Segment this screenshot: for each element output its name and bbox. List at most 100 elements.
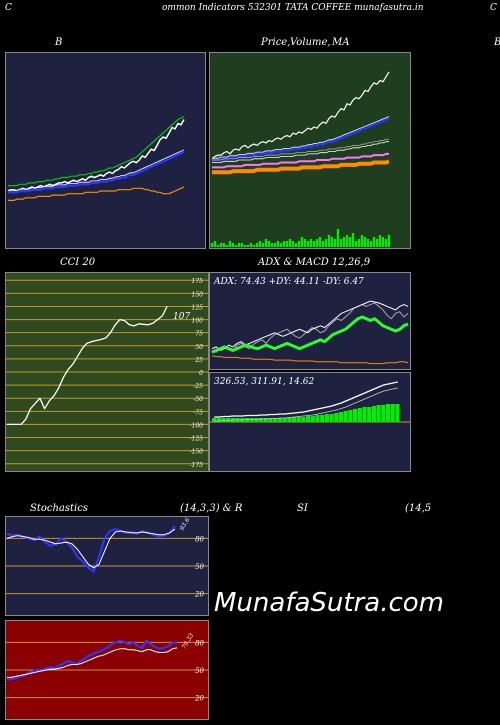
- rsi-label: SI: [297, 503, 308, 514]
- price-volume-chart: [209, 52, 411, 249]
- volume-bar: [279, 243, 283, 247]
- volume-bar: [240, 243, 244, 247]
- volume-bar: [234, 245, 238, 247]
- volume-bar: [243, 245, 247, 247]
- volume-bar: [210, 243, 214, 247]
- cci-tick-label: 150: [192, 291, 204, 298]
- volume-bar: [291, 241, 295, 247]
- macd-histogram-bar: [385, 404, 391, 422]
- volume-bar: [315, 239, 319, 247]
- volume-bar: [282, 241, 286, 247]
- cci-line: [7, 306, 168, 426]
- volume-bar: [261, 243, 265, 247]
- price-background: [209, 52, 411, 249]
- rsi-label-params: (14,5: [405, 503, 432, 514]
- volume-bar: [264, 239, 268, 247]
- volume-bar: [267, 241, 271, 247]
- price-ma_very_long-line: [212, 159, 390, 175]
- volume-bar: [237, 243, 241, 247]
- price-ma_medium-line: [212, 141, 389, 163]
- macd-histogram-bar: [395, 404, 400, 422]
- volume-bar: [252, 245, 256, 247]
- volume-bar: [249, 243, 253, 247]
- macd-histogram-bar: [249, 418, 254, 422]
- volume-bar: [258, 241, 262, 247]
- macd-histogram-bar: [287, 417, 292, 422]
- macd-histogram-bar: [371, 406, 376, 422]
- price-label-1: Price,: [261, 37, 291, 48]
- volume-bar: [321, 241, 325, 247]
- price-ma-medium-upper-line: [212, 138, 389, 161]
- price-ma_long-line: [212, 152, 389, 169]
- macd-histogram-bar: [348, 410, 353, 422]
- macd-signal-line: [214, 387, 398, 422]
- rsi-tick-label: 20: [194, 695, 204, 703]
- volume-bar: [300, 237, 304, 247]
- volume-bar: [366, 239, 370, 247]
- stoch-label: Stochastics: [30, 503, 88, 514]
- volume-bar: [306, 241, 310, 247]
- volume-bar: [276, 241, 280, 247]
- stochastics-d_white-line: [6, 528, 176, 569]
- macd-histogram-bar: [315, 415, 320, 422]
- price-label-2: Volume,: [290, 37, 331, 48]
- macd-histogram-bar: [226, 418, 231, 422]
- header-title: ommon Indicators 532301 TATA COFFEE muna…: [162, 3, 424, 13]
- volume-bar: [387, 235, 391, 247]
- volume-bar: [357, 239, 361, 247]
- bollinger-price-line: [7, 119, 185, 192]
- volume-bar: [363, 237, 367, 247]
- price-label-4: B: [494, 37, 500, 48]
- adx-readout: ADX: 74.43 +DY: 44.11 -DY: 6.47: [214, 277, 364, 287]
- cci-tick-label: 125: [192, 304, 204, 311]
- volume-bar: [372, 237, 376, 247]
- volume-bar: [345, 235, 349, 247]
- cci-tick-label: 50: [195, 344, 203, 351]
- bollinger-chart: [5, 52, 206, 249]
- volume-bar: [219, 243, 223, 247]
- macd-histogram-bar: [376, 405, 381, 422]
- macd-histogram-bar: [282, 418, 287, 422]
- price-label-3: MA: [332, 37, 350, 48]
- macd-histogram-bar: [329, 414, 334, 422]
- volume-bar: [294, 243, 298, 247]
- cci-tick-label: 75: [195, 331, 203, 338]
- macd-histogram-bar: [324, 414, 329, 422]
- cci-tick-label: -100: [190, 422, 204, 429]
- volume-bar: [303, 239, 307, 247]
- volume-bar: [351, 233, 355, 247]
- volume-bar: [342, 237, 346, 247]
- adx-minus_dy-line: [211, 355, 409, 365]
- header-left-letter: C: [5, 3, 12, 13]
- macd-histogram-bar: [362, 407, 367, 422]
- price-ma_short-line: [212, 117, 390, 162]
- volume-bar: [339, 239, 343, 247]
- volume-bar: [360, 235, 364, 247]
- stochastics-tick-label: 20: [194, 591, 204, 599]
- bollinger-middle-edge-line: [8, 149, 185, 191]
- cci-tick-label: -75: [193, 409, 203, 416]
- cci-tick-label: -25: [193, 383, 203, 390]
- volume-bar: [381, 237, 385, 247]
- volume-bar: [354, 241, 358, 247]
- watermark: MunafaSutra.com: [214, 588, 445, 618]
- volume-bar: [246, 245, 250, 247]
- volume-bar: [375, 239, 379, 247]
- adx-chart: [209, 272, 411, 370]
- adx-adx_green-line: [211, 315, 409, 354]
- stochastics-tick-label: 80: [195, 535, 204, 543]
- header-right-letter: C: [490, 3, 497, 13]
- volume-bar: [213, 241, 217, 247]
- macd-histogram-bar: [263, 418, 268, 422]
- bollinger-label: B: [55, 37, 63, 48]
- volume-bar: [384, 239, 388, 247]
- cci-tick-label: -175: [190, 462, 204, 469]
- macd-histogram-bar: [381, 405, 386, 422]
- macd-histogram-bar: [296, 417, 301, 422]
- macd-histogram-bar: [310, 416, 315, 422]
- macd-histogram-bar: [291, 417, 297, 422]
- cci-chart: 175 150 125 100 75 50 25 0 -25 -50 -75 -100 -125 -150…: [5, 272, 209, 472]
- bollinger-upper-line: [8, 116, 185, 187]
- volume-bar: [327, 235, 331, 247]
